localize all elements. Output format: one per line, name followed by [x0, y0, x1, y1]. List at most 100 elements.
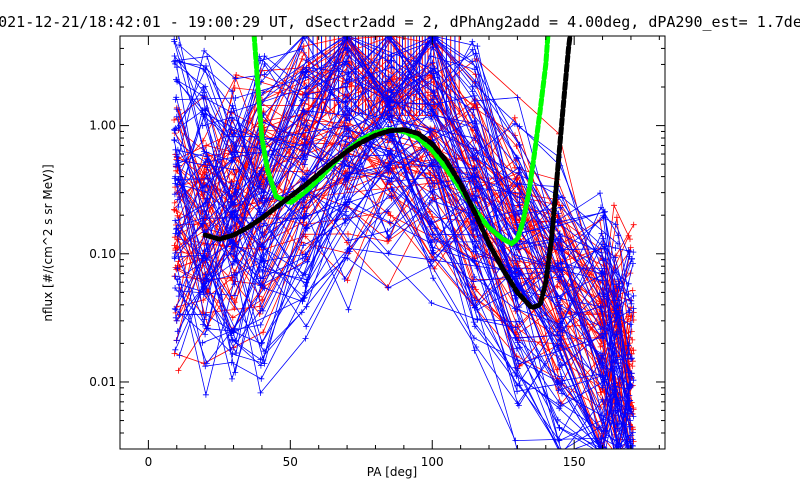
axis-ticks-group: 0 50 100 150 0.01 0.10 1.00	[89, 35, 665, 469]
blue-data-point	[260, 244, 267, 251]
blue-data-point	[259, 339, 265, 346]
blue-data-point	[258, 258, 265, 265]
blue-data-point	[342, 80, 349, 87]
blue-data-point	[259, 283, 266, 290]
blue-data-point	[597, 190, 603, 197]
blue-data-point	[428, 238, 435, 245]
blue-data-point	[626, 307, 633, 314]
blue-data-point	[202, 275, 209, 282]
blue-data-point	[230, 139, 237, 145]
red-data-point	[612, 452, 618, 458]
blue-data-point	[600, 452, 606, 458]
blue-data-point	[430, 70, 437, 77]
blue-data-point	[515, 402, 522, 409]
blue-data-point	[172, 285, 179, 291]
blue-data-point	[557, 233, 564, 240]
blue-data-point	[517, 190, 524, 197]
blue-data-point	[471, 135, 478, 141]
blue-data-point	[630, 305, 637, 312]
blue-data-point	[346, 173, 353, 180]
blue-data-point	[629, 452, 635, 458]
blue-data-point	[261, 71, 268, 78]
blue-data-point	[257, 356, 264, 363]
blue-data-point	[259, 197, 265, 204]
blue-data-point	[387, 160, 394, 167]
blue-data-point	[173, 317, 180, 324]
blue-data-point	[200, 291, 207, 298]
blue-data-point	[303, 91, 310, 98]
blue-data-point	[388, 137, 395, 144]
blue-data-point	[257, 389, 264, 396]
blue-data-point	[511, 251, 518, 258]
blue-data-point	[260, 89, 267, 96]
red-data-point	[171, 242, 178, 249]
blue-flux-curve	[174, 195, 630, 449]
blue-data-point	[300, 196, 307, 203]
red-data-point	[229, 314, 236, 321]
blue-data-point	[614, 452, 620, 458]
blue-data-point	[300, 176, 307, 182]
blue-data-point	[388, 193, 395, 200]
blue-data-point	[303, 84, 310, 90]
blue-data-point	[345, 69, 352, 76]
blue-data-point	[257, 362, 264, 369]
blue-data-point	[203, 172, 210, 179]
blue-flux-curve	[175, 36, 633, 311]
blue-data-point	[342, 98, 349, 105]
blue-data-point	[171, 137, 178, 144]
x-tick-label: 150	[563, 455, 586, 469]
blue-data-point	[385, 36, 392, 39]
blue-data-point	[514, 181, 521, 187]
blue-data-point	[344, 255, 351, 262]
blue-data-point	[474, 231, 481, 238]
blue-data-point	[389, 112, 396, 119]
blue-data-point	[557, 204, 564, 211]
blue-data-point	[199, 122, 206, 129]
blue-data-point	[631, 452, 637, 458]
blue-data-point	[431, 36, 438, 39]
blue-data-point	[600, 452, 606, 458]
blue-data-point	[627, 321, 634, 328]
blue-data-point	[554, 218, 561, 225]
blue-data-point	[385, 178, 391, 185]
blue-data-point	[596, 424, 603, 431]
blue-data-point	[626, 452, 632, 458]
blue-data-point	[257, 168, 264, 175]
blue-data-point	[171, 136, 178, 143]
blue-data-point	[629, 452, 635, 458]
blue-data-point	[201, 188, 208, 195]
blue-data-point	[516, 207, 523, 214]
blue-data-point	[257, 307, 264, 314]
red-data-point	[601, 452, 607, 458]
blue-data-point	[173, 76, 179, 83]
blue-data-point	[625, 351, 632, 358]
blue-data-point	[470, 278, 477, 285]
blue-flux-curve	[177, 163, 604, 432]
blue-data-point	[343, 212, 349, 219]
blue-data-point	[342, 172, 349, 178]
blue-data-point	[303, 64, 310, 71]
blue-data-point	[557, 305, 564, 312]
blue-data-point	[513, 154, 520, 161]
blue-data-point	[200, 203, 207, 210]
blue-data-point	[228, 180, 235, 187]
blue-data-point	[203, 182, 210, 188]
blue-data-point	[559, 377, 566, 384]
blue-data-point	[174, 265, 181, 272]
blue-data-point	[346, 116, 353, 123]
y-tick-label: 1.00	[89, 119, 116, 133]
blue-data-point	[429, 197, 435, 204]
red-data-point	[630, 452, 636, 458]
blue-data-point	[229, 214, 236, 221]
blue-data-point	[616, 365, 623, 372]
blue-data-point	[384, 228, 391, 235]
blue-data-point	[300, 272, 307, 279]
blue-data-point	[597, 326, 604, 333]
red-data-point	[299, 91, 306, 98]
blue-data-point	[473, 83, 479, 89]
blue-data-point	[303, 253, 310, 260]
red-data-point	[173, 208, 180, 214]
blue-data-point	[615, 452, 621, 458]
red-data-point	[629, 452, 635, 458]
blue-data-point	[514, 365, 521, 372]
